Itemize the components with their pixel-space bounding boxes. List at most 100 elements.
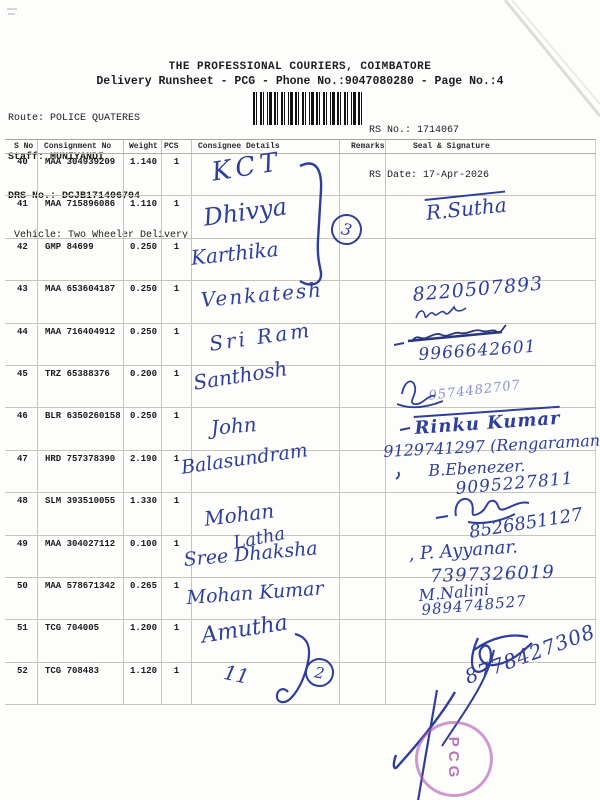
col-header-consignee: Consignee Details (192, 140, 340, 153)
cell-consignment: TCG 708483 (38, 662, 124, 705)
cell-pcs: 1 (162, 196, 192, 238)
stamp-text: PCG (445, 736, 463, 782)
cell-sno: 40 (5, 154, 38, 196)
cell-consignment: MAA 715896086 (38, 196, 124, 238)
cell-seal (386, 154, 596, 196)
cell-consignee (192, 365, 340, 408)
col-header-weight: Weight (124, 140, 162, 153)
cell-consignment: MAA 653604187 (38, 281, 124, 323)
page-subtitle: Delivery Runsheet - PCG - Phone No.:9047… (96, 75, 504, 88)
cell-sno: 45 (5, 365, 38, 408)
cell-consignment: TRZ 65388376 (38, 365, 124, 408)
table-row: 45 TRZ 65388376 0.200 1 (5, 365, 596, 409)
cell-consignee (192, 450, 340, 493)
cell-consignee (192, 493, 340, 535)
cell-consignment: MAA 716404912 (38, 323, 124, 365)
cell-seal (386, 493, 596, 535)
cell-pcs: 1 (162, 323, 192, 365)
pcg-round-stamp: PCG (415, 721, 493, 797)
barcode-icon (253, 92, 365, 125)
scan-artifact (7, 8, 17, 15)
cell-weight: 1.140 (124, 154, 162, 196)
runsheet-table: S No Consignment No Weight PCS Consignee… (5, 139, 596, 706)
cell-remarks (340, 577, 386, 620)
page-title: THE PROFESSIONAL COURIERS, COIMBATORE (168, 61, 432, 73)
col-header-remarks: Remarks (340, 140, 386, 153)
cell-pcs: 1 (162, 493, 192, 535)
cell-seal (386, 662, 596, 705)
cell-weight: 0.265 (124, 577, 162, 620)
cell-consignee (192, 408, 340, 450)
cell-seal (386, 196, 596, 238)
paper-crease (511, 0, 600, 105)
cell-weight: 0.100 (124, 535, 162, 577)
cell-sno: 47 (5, 450, 38, 493)
table-row: 50 MAA 578671342 0.265 1 (5, 577, 596, 621)
cell-weight: 1.110 (124, 196, 162, 238)
cell-sno: 48 (5, 493, 38, 535)
col-header-sno: S No (5, 140, 38, 153)
cell-consignee (192, 196, 340, 238)
runsheet-meta: Route: POLICE QUATERES Staff: MUNIYANDI … (8, 86, 188, 268)
staff-line: Staff: MUNIYANDI (8, 152, 105, 163)
table-row: 46 BLR 6350260158 0.250 1 (5, 408, 596, 451)
cell-consignment: MAA 304027112 (38, 535, 124, 577)
cell-pcs: 1 (162, 620, 192, 662)
table-row: 52 TCG 708483 1.120 1 (5, 662, 596, 706)
cell-consignment: MAA 578671342 (38, 577, 124, 620)
cell-pcs: 1 (162, 450, 192, 493)
cell-sno: 51 (5, 620, 38, 662)
cell-weight: 1.200 (124, 620, 162, 662)
cell-weight: 0.250 (124, 281, 162, 323)
cell-weight: 0.200 (124, 365, 162, 408)
cell-consignee (192, 281, 340, 323)
cell-remarks (340, 281, 386, 323)
cell-sno: 43 (5, 281, 38, 323)
cell-seal (386, 450, 596, 493)
cell-consignee (192, 238, 340, 281)
cell-sno: 44 (5, 323, 38, 365)
cell-remarks (340, 535, 386, 577)
cell-consignment: GMP 84699 (38, 238, 124, 281)
cell-remarks (340, 408, 386, 450)
route-line: Route: POLICE QUATERES (8, 113, 141, 124)
cell-consignment: SLM 393510055 (38, 493, 124, 535)
cell-remarks (340, 450, 386, 493)
table-row: 43 MAA 653604187 0.250 1 (5, 281, 596, 324)
table-row: 41 MAA 715896086 1.110 1 (5, 196, 596, 239)
paper-crease (503, 0, 600, 117)
cell-seal (386, 535, 596, 577)
cell-consignee (192, 577, 340, 620)
cell-weight: 0.250 (124, 238, 162, 281)
cell-remarks (340, 196, 386, 238)
cell-consignee (192, 535, 340, 577)
cell-remarks (340, 493, 386, 535)
cell-consignment: BLR 6350260158 (38, 408, 124, 450)
rs-info: RS No.: 1714067 RS Date: 17-Apr-2026 (369, 93, 489, 213)
cell-consignee (192, 154, 340, 196)
cell-remarks (340, 154, 386, 196)
table-row: 44 MAA 716404912 0.250 1 (5, 323, 596, 366)
table-row: 49 MAA 304027112 0.100 1 (5, 535, 596, 578)
cell-weight: 0.250 (124, 323, 162, 365)
cell-consignment: TCG 704005 (38, 620, 124, 662)
cell-pcs: 1 (162, 535, 192, 577)
cell-sno: 50 (5, 577, 38, 620)
cell-seal (386, 323, 596, 365)
cell-consignee (192, 662, 340, 705)
cell-seal (386, 620, 596, 662)
cell-seal (386, 365, 596, 408)
cell-weight: 1.120 (124, 662, 162, 705)
cell-pcs: 1 (162, 662, 192, 705)
cell-remarks (340, 365, 386, 408)
col-header-pcs: PCS (162, 140, 192, 153)
col-header-seal: Seal & Signature (386, 140, 596, 153)
handwritten-ditto-mark: 11 (221, 660, 252, 689)
cell-weight: 2.190 (124, 450, 162, 493)
cell-consignee (192, 323, 340, 365)
cell-weight: 1.330 (124, 493, 162, 535)
table-row: 40 MAA 304939209 1.140 1 (5, 154, 596, 197)
handwritten-consignee: John (209, 412, 258, 440)
col-header-consignment: Consignment No (38, 140, 124, 153)
